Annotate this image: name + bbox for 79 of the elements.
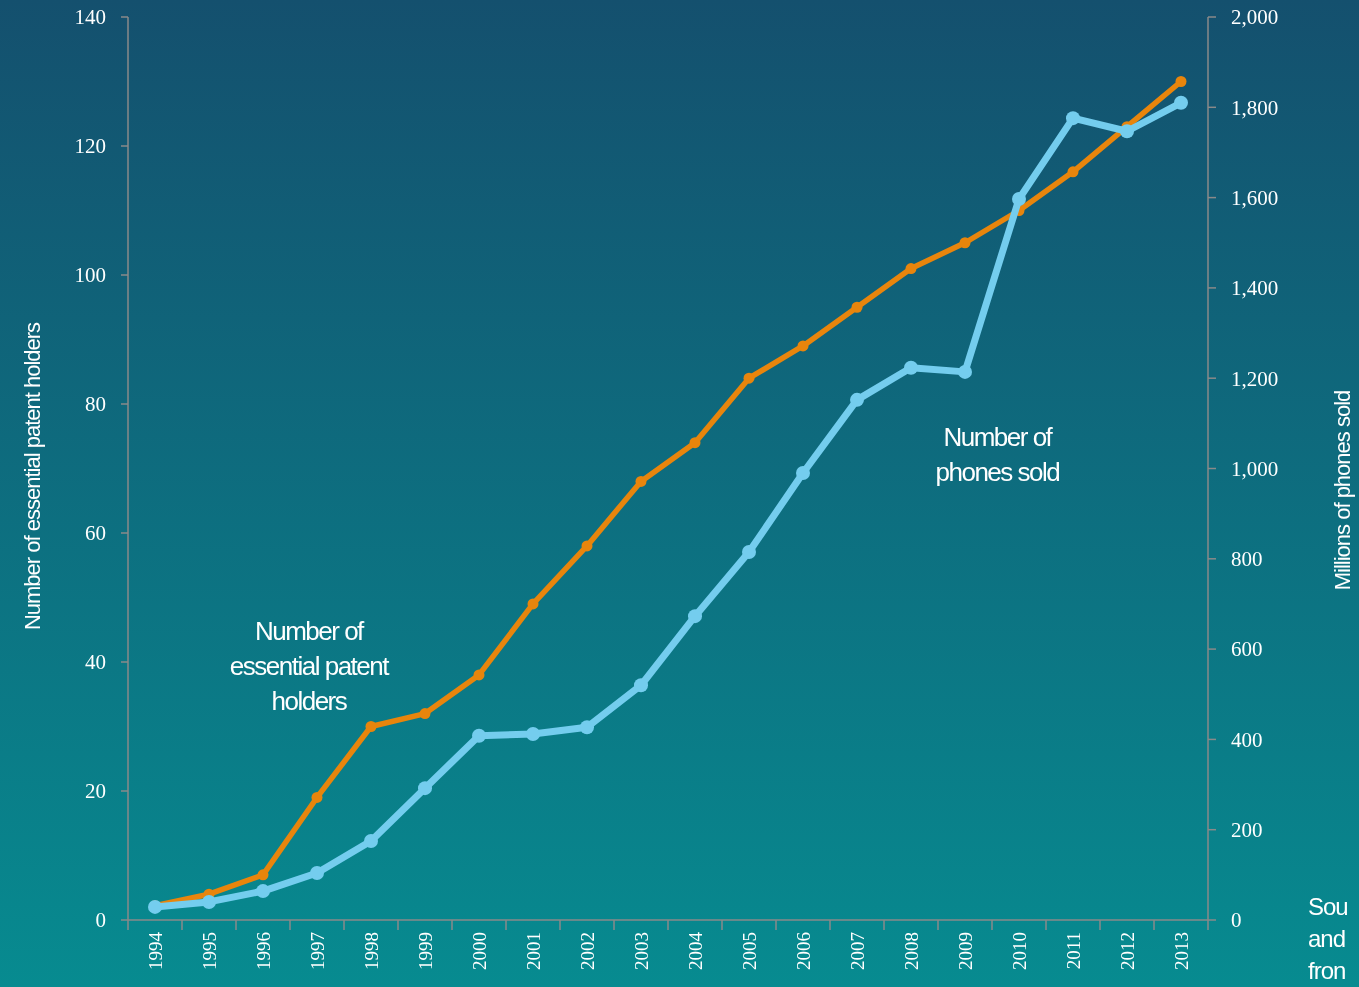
y2-tick-label: 1,800: [1231, 95, 1279, 120]
x-tick-label: 1995: [198, 932, 220, 970]
x-tick-label: 2008: [900, 932, 922, 970]
series-label: Number of essential patent holders: [229, 616, 391, 717]
y2-tick-label: 800: [1231, 547, 1263, 572]
point: [527, 598, 539, 610]
point: [689, 437, 701, 449]
point: [742, 545, 756, 560]
x-tick-label: 2006: [792, 932, 814, 970]
point: [364, 833, 378, 848]
point: [472, 728, 486, 743]
x-tick-label: 1997: [306, 932, 328, 970]
point: [850, 392, 864, 407]
y2-tick-label: 600: [1231, 637, 1263, 662]
x-tick-label: 2009: [954, 932, 976, 970]
y2-axis-title: Millions of phones sold: [1330, 390, 1355, 591]
point: [743, 372, 755, 384]
series-label: Number of phones sold: [935, 421, 1060, 487]
text: Sou and fron: [1308, 893, 1348, 984]
y-tick-label: 40: [85, 650, 106, 675]
x-tick-label: 1996: [252, 932, 274, 970]
y2-tick-label: 400: [1231, 727, 1263, 752]
point: [473, 669, 485, 681]
x-tick-label: 2002: [576, 932, 598, 970]
point: [311, 791, 323, 803]
x-tick-label: 1998: [360, 932, 382, 970]
point: [418, 781, 432, 796]
x-tick-label: 2007: [846, 932, 868, 970]
point: [580, 720, 594, 735]
y-tick-label: 120: [74, 134, 106, 159]
y-tick-label: 20: [85, 779, 106, 804]
x-tick-label: 2011: [1062, 932, 1084, 970]
point: [202, 894, 216, 909]
point: [959, 237, 971, 249]
y-tick-label: 60: [85, 521, 106, 546]
x-tick-label: 2010: [1008, 932, 1030, 970]
point: [635, 475, 647, 487]
point: [1174, 95, 1188, 110]
x-tick-label: 2001: [522, 932, 544, 970]
point: [365, 721, 377, 732]
y2-tick-label: 200: [1231, 818, 1263, 843]
y2-tick-label: 1,400: [1231, 276, 1279, 301]
y2-tick-label: 2,000: [1231, 5, 1279, 30]
y2-tick-label: 1,000: [1231, 456, 1279, 481]
point: [310, 866, 324, 881]
x-tick-label: 2005: [738, 932, 760, 970]
point: [1175, 76, 1187, 87]
y-tick-label: 80: [85, 392, 106, 417]
point: [419, 708, 431, 720]
point: [851, 301, 863, 313]
point: [904, 360, 918, 375]
y-axis-title: Number of essential patent holders: [20, 321, 45, 631]
x-tick-label: 2003: [630, 932, 652, 970]
x-tick-label: 1994: [144, 931, 166, 970]
x-tick-label: 2013: [1170, 932, 1192, 970]
point: [797, 340, 809, 352]
point: [257, 869, 269, 881]
point: [1067, 166, 1079, 178]
point: [581, 540, 593, 552]
point: [688, 609, 702, 624]
point: [1012, 191, 1026, 206]
x-tick-label: 2004: [684, 931, 706, 970]
y2-tick-label: 1,600: [1231, 185, 1279, 210]
y-tick-label: 100: [74, 263, 106, 288]
point: [1066, 111, 1080, 126]
point: [958, 364, 972, 379]
point: [256, 884, 270, 899]
y-tick-label: 140: [74, 5, 106, 30]
x-tick-label: 1999: [414, 932, 436, 970]
point: [905, 263, 917, 275]
point: [796, 466, 810, 481]
point: [526, 726, 540, 741]
y2-tick-label: 1,200: [1231, 366, 1279, 391]
x-tick-label: 2012: [1116, 932, 1138, 970]
x-tick-label: 2000: [468, 932, 490, 970]
point: [634, 678, 648, 693]
y2-tick-label: 0: [1231, 908, 1242, 933]
y-tick-label: 0: [95, 908, 106, 933]
point: [1120, 124, 1134, 139]
